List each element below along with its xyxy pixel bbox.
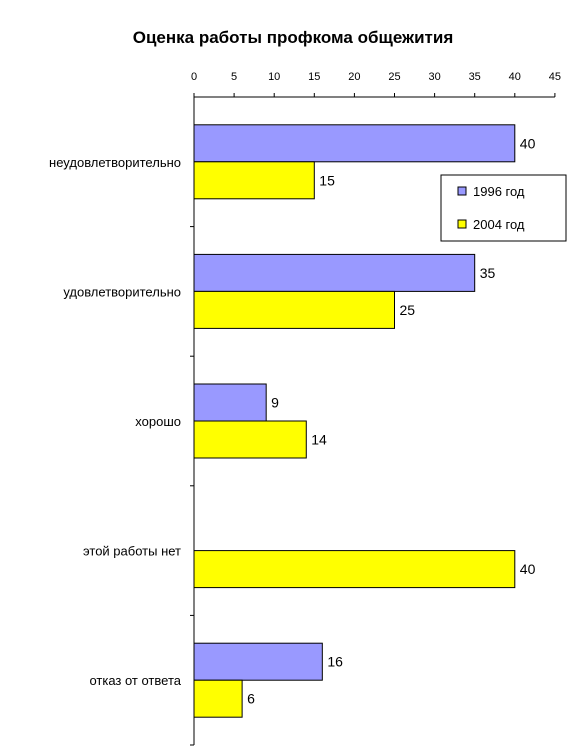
legend: 1996 год 2004 год (440, 174, 567, 242)
data-label: 14 (311, 432, 327, 448)
data-label: 40 (520, 135, 536, 151)
data-label: 25 (400, 302, 416, 318)
x-tick-label: 35 (469, 71, 481, 83)
x-tick-label: 15 (308, 71, 320, 83)
bar-2004 (193, 161, 315, 200)
axes: 0 5 10 15 20 25 30 35 40 45 неудовлетворительно удо… (49, 71, 561, 746)
bar-2004 (193, 290, 395, 329)
category-label: отказ от ответа (89, 673, 181, 688)
x-tick-label: 10 (268, 71, 280, 83)
legend-swatch-2004 (457, 219, 467, 229)
data-label: 16 (327, 654, 343, 670)
category-label: удовлетворительно (63, 284, 181, 299)
bar-1996 (193, 642, 323, 681)
legend-frame (440, 174, 567, 242)
category-label: хорошо (135, 414, 181, 429)
x-tick-label: 45 (549, 71, 561, 83)
bar-2004 (193, 679, 243, 718)
data-label: 40 (520, 561, 536, 577)
value-labels: 40 15 35 25 9 14 40 16 6 (247, 135, 535, 706)
bar-2004 (193, 550, 516, 589)
bar-1996 (193, 124, 516, 163)
x-tick-label: 0 (191, 71, 197, 83)
category-label: неудовлетворительно (49, 155, 181, 170)
x-tick-label: 30 (428, 71, 440, 83)
bar-2004 (193, 420, 307, 459)
x-tick-label: 20 (348, 71, 360, 83)
bar-1996 (193, 383, 267, 422)
x-tick-label: 5 (231, 71, 237, 83)
chart-title: Оценка работы профкома общежития (133, 28, 454, 47)
data-label: 6 (247, 691, 255, 707)
bars (193, 124, 516, 718)
data-label: 35 (480, 265, 496, 281)
legend-swatch-1996 (457, 186, 467, 196)
legend-label-1996: 1996 год (473, 184, 525, 199)
legend-label-2004: 2004 год (473, 217, 525, 232)
bar-1996 (193, 253, 476, 292)
data-label: 15 (319, 172, 335, 188)
x-tick-label: 25 (388, 71, 400, 83)
category-label: этой работы нет (83, 544, 181, 559)
x-tick-label: 40 (509, 71, 521, 83)
data-label: 9 (271, 395, 279, 411)
